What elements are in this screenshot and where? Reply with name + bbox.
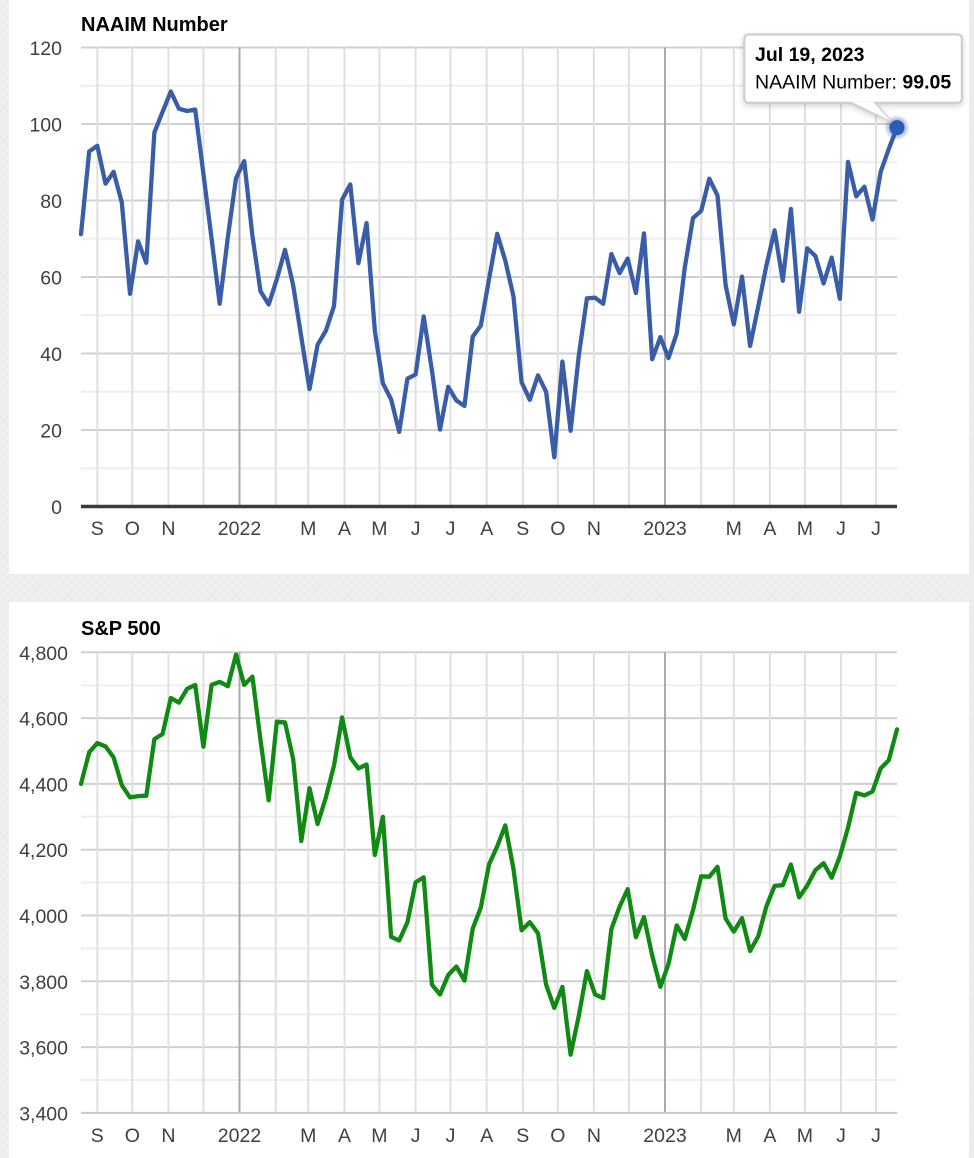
svg-text:M: M <box>300 1125 316 1147</box>
svg-text:4,000: 4,000 <box>19 906 68 928</box>
svg-text:3,600: 3,600 <box>19 1038 68 1060</box>
svg-text:O: O <box>125 1125 140 1147</box>
svg-text:S&P 500: S&P 500 <box>81 618 161 640</box>
svg-text:2022: 2022 <box>218 518 261 540</box>
svg-text:M: M <box>726 518 742 540</box>
svg-text:A: A <box>763 518 776 540</box>
svg-text:0: 0 <box>51 497 62 519</box>
svg-text:N: N <box>587 1125 601 1147</box>
svg-text:M: M <box>371 518 387 540</box>
svg-text:J: J <box>446 1125 456 1147</box>
svg-text:N: N <box>587 518 601 540</box>
svg-text:NAAIM Number: 99.05: NAAIM Number: 99.05 <box>755 72 951 94</box>
svg-text:4,600: 4,600 <box>19 709 68 731</box>
svg-text:M: M <box>797 518 813 540</box>
svg-text:NAAIM Number: NAAIM Number <box>81 14 228 36</box>
svg-text:A: A <box>480 1125 493 1147</box>
svg-text:O: O <box>550 518 565 540</box>
svg-text:J: J <box>411 518 421 540</box>
svg-text:20: 20 <box>40 421 62 443</box>
svg-text:4,400: 4,400 <box>19 774 68 796</box>
svg-text:S: S <box>516 518 529 540</box>
svg-text:M: M <box>726 1125 742 1147</box>
svg-text:2023: 2023 <box>643 518 686 540</box>
svg-text:O: O <box>550 1125 565 1147</box>
svg-text:80: 80 <box>40 191 62 213</box>
svg-text:120: 120 <box>29 38 62 60</box>
svg-text:60: 60 <box>40 268 62 290</box>
svg-text:4,200: 4,200 <box>19 840 68 862</box>
svg-text:J: J <box>446 518 456 540</box>
svg-text:3,400: 3,400 <box>19 1103 68 1125</box>
svg-text:S: S <box>91 518 104 540</box>
svg-text:3,800: 3,800 <box>19 972 68 994</box>
svg-text:N: N <box>161 518 175 540</box>
svg-text:J: J <box>871 518 881 540</box>
svg-text:100: 100 <box>29 115 62 137</box>
svg-text:M: M <box>371 1125 387 1147</box>
svg-text:2023: 2023 <box>643 1125 686 1147</box>
svg-text:A: A <box>480 518 493 540</box>
svg-text:A: A <box>338 518 351 540</box>
svg-text:O: O <box>125 518 140 540</box>
svg-text:J: J <box>411 1125 421 1147</box>
svg-text:J: J <box>871 1125 881 1147</box>
svg-text:Jul 19, 2023: Jul 19, 2023 <box>755 44 865 66</box>
svg-text:A: A <box>338 1125 351 1147</box>
svg-text:J: J <box>836 518 846 540</box>
svg-text:M: M <box>300 518 316 540</box>
svg-text:40: 40 <box>40 344 62 366</box>
svg-text:S: S <box>91 1125 104 1147</box>
svg-text:2022: 2022 <box>218 1125 261 1147</box>
svg-text:J: J <box>836 1125 846 1147</box>
svg-text:M: M <box>797 1125 813 1147</box>
svg-text:S: S <box>516 1125 529 1147</box>
svg-text:N: N <box>161 1125 175 1147</box>
svg-text:4,800: 4,800 <box>19 643 68 665</box>
svg-text:A: A <box>763 1125 776 1147</box>
